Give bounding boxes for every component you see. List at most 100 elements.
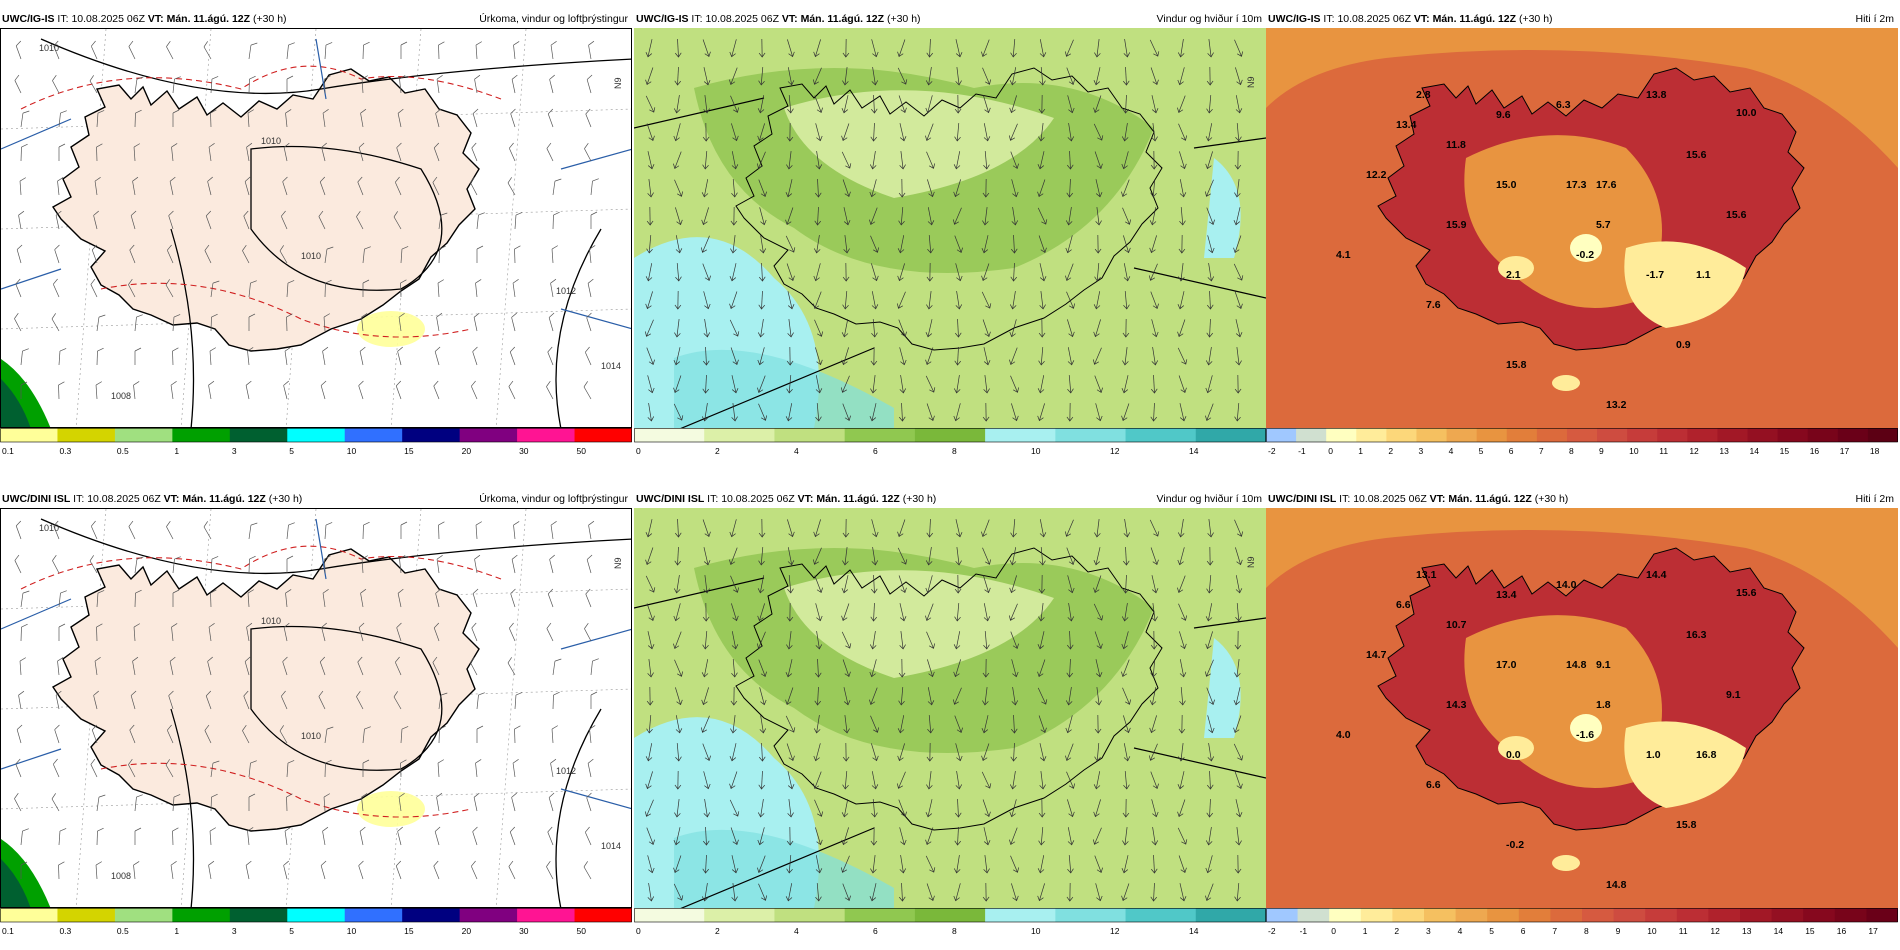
arrow-head xyxy=(842,304,849,310)
barb-staff xyxy=(51,798,60,812)
arrow-head xyxy=(817,331,824,337)
wind-arrow xyxy=(927,235,934,254)
station-value: 15.6 xyxy=(1736,587,1757,599)
arrow-head xyxy=(648,387,655,394)
wind-barb xyxy=(513,521,520,540)
barb-staff xyxy=(438,215,442,230)
isobar-label: 1010 xyxy=(301,251,321,261)
wind-arrow xyxy=(1122,94,1130,114)
arrow-head xyxy=(786,360,794,366)
arrow-head xyxy=(1177,79,1184,86)
arrow-head xyxy=(729,79,736,85)
wind-barb xyxy=(394,656,402,676)
arrow-shaft xyxy=(1011,659,1017,677)
arrow-head xyxy=(757,615,764,622)
arrow-shaft xyxy=(928,547,932,565)
wind-arrow xyxy=(785,235,796,253)
wind-barb xyxy=(134,76,144,94)
it-label: IT: xyxy=(73,493,85,505)
arrow-head xyxy=(789,247,796,253)
wind-arrow xyxy=(1177,519,1185,538)
arrow-head xyxy=(1205,867,1212,874)
wind-barb xyxy=(248,75,256,94)
wind-barb xyxy=(204,244,212,264)
barb-flag xyxy=(170,861,177,866)
wind-arrow xyxy=(1179,207,1186,226)
barb-staff xyxy=(584,148,592,162)
wind-arrow xyxy=(1122,207,1132,225)
wind-barb xyxy=(95,381,102,400)
wind-barb xyxy=(586,554,593,574)
arrow-head xyxy=(840,387,847,393)
isobar-line xyxy=(170,228,195,427)
model-name: UWC/DINI ISL xyxy=(2,493,71,505)
arrow-head xyxy=(1039,52,1047,58)
barb-flag xyxy=(395,380,402,387)
arrow-head xyxy=(871,812,878,818)
arrow-shaft xyxy=(787,403,793,421)
barb-flag xyxy=(128,758,133,765)
wind-arrow xyxy=(1093,771,1101,790)
station-value: 16.3 xyxy=(1686,629,1707,641)
arrow-head xyxy=(677,671,684,677)
wind-arrow xyxy=(703,771,711,790)
arrow-head xyxy=(1206,108,1213,114)
wind-arrow xyxy=(842,403,851,421)
map-area: 13.1 6.6 10.7 13.4 14.0 14.4 15.6 14.7 17.0 14.8 9… xyxy=(1266,508,1898,908)
wind-arrow xyxy=(730,206,738,226)
arrow-head xyxy=(955,560,962,566)
arrow-head xyxy=(925,812,933,818)
arrow-shaft xyxy=(675,347,681,365)
barb-staff xyxy=(475,525,478,540)
wind-barb xyxy=(322,109,329,128)
wind-arrow xyxy=(981,743,990,762)
arrow-head xyxy=(926,304,933,310)
arrow-shaft xyxy=(674,659,682,677)
wind-barb xyxy=(243,210,250,230)
arrow-head xyxy=(983,136,991,142)
arrow-shaft xyxy=(647,743,653,761)
arrow-head xyxy=(1178,248,1186,254)
arrow-head xyxy=(815,644,823,650)
wind-arrow xyxy=(785,179,793,198)
wind-arrow xyxy=(757,575,765,594)
barb-staff xyxy=(172,79,175,94)
wind-arrow xyxy=(787,547,795,566)
barb-flag xyxy=(507,177,512,184)
arrow-head xyxy=(1040,247,1047,254)
colorbar-tick-label: 2 xyxy=(1394,926,1399,936)
barb-flag xyxy=(586,554,593,560)
wind-barb xyxy=(280,690,288,710)
arrow-head xyxy=(701,699,708,706)
colorbar: 0.1 0.3 0.5 1 3 5 10 15 20 30 50 xyxy=(0,908,633,940)
arrow-shaft xyxy=(927,659,933,677)
barb-staff xyxy=(286,45,289,60)
wind-barb xyxy=(53,40,60,60)
arrow-head xyxy=(929,163,936,169)
arrow-shaft xyxy=(1095,67,1101,85)
wind-barb xyxy=(438,725,446,744)
wind-arrow xyxy=(1205,375,1213,394)
arrow-shaft xyxy=(1178,375,1186,393)
barb-staff xyxy=(94,181,98,196)
arrow-head xyxy=(981,728,989,734)
isobar-label: 1012 xyxy=(556,286,576,296)
barb-flag xyxy=(279,245,284,252)
barb-flag xyxy=(364,726,371,730)
wind-barb xyxy=(324,279,332,298)
map-area: 2.8 13.4 11.8 9.6 6.3 13.8 10.0 12.2 15.0 17.3 17.… xyxy=(1266,28,1898,428)
arrow-shaft xyxy=(1123,151,1129,169)
wind-barb xyxy=(20,381,28,399)
wind-arrow xyxy=(1178,603,1188,621)
barb-staff xyxy=(96,317,100,332)
barb-flag xyxy=(319,656,326,663)
arrow-head xyxy=(673,163,680,169)
wind-arrow xyxy=(785,403,793,422)
station-value: 9.1 xyxy=(1596,659,1611,671)
wind-barb xyxy=(514,212,523,230)
wind-arrow xyxy=(1065,207,1073,226)
arrow-shaft xyxy=(815,263,821,281)
barb-flag xyxy=(170,381,177,386)
arrow-head xyxy=(952,219,959,225)
arrow-shaft xyxy=(871,179,877,197)
